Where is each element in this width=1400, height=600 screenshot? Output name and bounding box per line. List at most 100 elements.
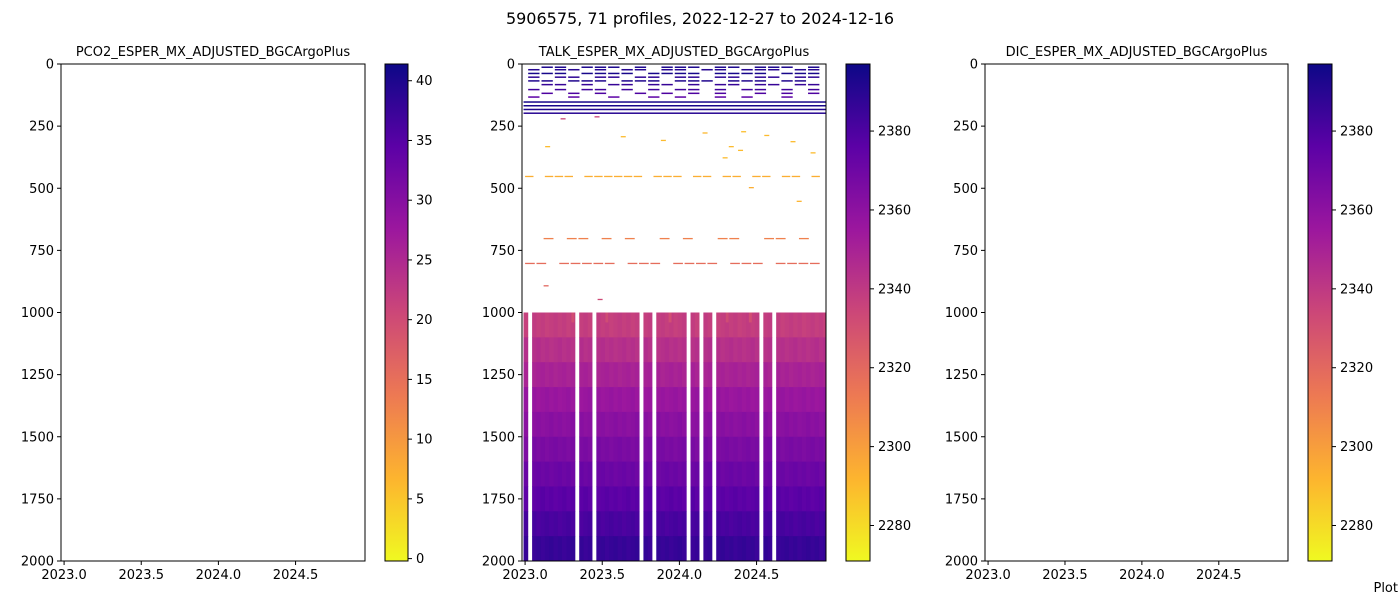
figure-title: 5906575, 71 profiles, 2022-12-27 to 2024… <box>506 9 894 28</box>
heatmap-cell <box>677 536 683 561</box>
heatmap-cell <box>789 312 794 338</box>
heatmap-row-segment <box>594 88 607 91</box>
heatmap-cell <box>669 436 674 462</box>
colorbar-tick-label: 2340 <box>1340 282 1373 297</box>
heatmap-sparse-segment <box>627 262 638 265</box>
heatmap-row-segment <box>554 66 567 68</box>
heatmap-cell <box>626 511 631 537</box>
heatmap-row-segment <box>648 96 660 98</box>
heatmap-row-segment <box>541 92 553 95</box>
heatmap-sparse-segment <box>787 262 797 265</box>
heatmap-cell <box>724 486 730 512</box>
heatmap-cell <box>750 312 756 338</box>
heatmap-cell <box>604 511 610 537</box>
heatmap-cell <box>647 511 653 537</box>
heatmap-cell <box>810 387 816 413</box>
heatmap-cell <box>669 536 674 561</box>
heatmap-cell <box>746 461 751 487</box>
heatmap-cell <box>566 461 572 487</box>
heatmap-cell <box>737 312 743 338</box>
heatmap-cell <box>729 337 734 363</box>
heatmap-cell <box>801 461 807 487</box>
heatmap-cell <box>754 461 760 487</box>
heatmap-row-segment <box>594 80 607 82</box>
heatmap-cell <box>776 411 781 438</box>
heatmap-cell <box>694 387 700 413</box>
heatmap-cell <box>789 461 794 487</box>
heatmap-cells <box>523 66 826 561</box>
heatmap-cell <box>609 337 614 363</box>
heatmap-cell <box>707 362 713 388</box>
colorbar-tick-label: 2360 <box>878 203 911 218</box>
heatmap-cell <box>626 362 631 388</box>
heatmap-cell <box>823 411 826 438</box>
heatmap-cell <box>557 362 563 388</box>
heatmap-cell <box>780 411 786 438</box>
x-tick-label: 2023.0 <box>502 568 548 583</box>
heatmap-cell <box>613 411 619 438</box>
heatmap-cell <box>643 436 649 462</box>
heatmap-cell <box>566 536 572 561</box>
heatmap-cell <box>660 362 666 388</box>
heatmap-cell <box>523 536 529 561</box>
heatmap-cell <box>801 362 807 388</box>
heatmap-cell <box>729 411 734 438</box>
heatmap-cell <box>793 461 798 487</box>
heatmap-row-segment <box>554 68 567 71</box>
heatmap-cell <box>801 411 807 438</box>
y-tick-label: 0 <box>507 58 515 73</box>
heatmap-cell <box>746 362 751 388</box>
y-tick-label: 1250 <box>482 368 515 383</box>
heatmap-cell <box>724 337 730 363</box>
heatmap-sparse-segment <box>624 237 635 240</box>
heatmap-cell <box>570 312 576 338</box>
heatmap-cell <box>681 387 687 413</box>
heatmap-cell <box>643 461 649 487</box>
heatmap-cell <box>673 511 679 537</box>
heatmap-cell <box>532 511 537 537</box>
heatmap-cell <box>587 411 593 438</box>
heatmap-cell <box>566 411 572 438</box>
heatmap-cell <box>733 511 739 537</box>
heatmap-cell <box>587 536 593 561</box>
heatmap-row-segment <box>728 66 740 68</box>
heatmap-point-segment <box>702 132 708 134</box>
heatmap-sparse-segment <box>707 262 718 265</box>
heatmap-cell <box>763 312 768 338</box>
heatmap-row-segment <box>608 83 620 86</box>
heatmap-cell <box>780 436 786 462</box>
heatmap-sparse-segment <box>732 175 741 178</box>
heatmap-point-segment <box>764 134 770 137</box>
heatmap-row-segment <box>528 76 540 78</box>
heatmap-cell <box>553 411 559 438</box>
heatmap-cell <box>660 486 666 512</box>
heatmap-cell <box>643 362 649 388</box>
heatmap-cell <box>806 536 811 561</box>
heatmap-cell <box>587 387 593 413</box>
colorbar-frame <box>384 63 409 562</box>
heatmap-cell <box>544 362 550 388</box>
heatmap-cell <box>729 436 734 462</box>
colorbar-tick-label: 0 <box>416 552 424 567</box>
heatmap-row-segment <box>754 66 767 68</box>
heatmap-cell <box>793 436 798 462</box>
heatmap-cell <box>630 312 636 338</box>
heatmap-cell <box>814 511 820 537</box>
heatmap-cell <box>596 436 602 462</box>
heatmap-cell <box>690 536 696 561</box>
heatmap-cell <box>703 387 709 413</box>
heatmap-cell <box>600 486 606 512</box>
heatmap-cell <box>810 337 816 363</box>
heatmap-cell <box>600 436 606 462</box>
panel-title: PCO2_ESPER_MX_ADJUSTED_BGCArgoPlus <box>76 45 351 60</box>
heatmap-cell <box>613 312 619 338</box>
heatmap-sparse-segment <box>594 175 603 178</box>
heatmap-cell <box>707 312 713 338</box>
heatmap-cell <box>630 511 636 537</box>
heatmap-cell <box>540 486 546 512</box>
heatmap-row-segment <box>808 88 820 91</box>
heatmap-cell <box>707 511 713 537</box>
heatmap-cell <box>733 486 739 512</box>
colorbar-tick-label: 2340 <box>878 282 911 297</box>
